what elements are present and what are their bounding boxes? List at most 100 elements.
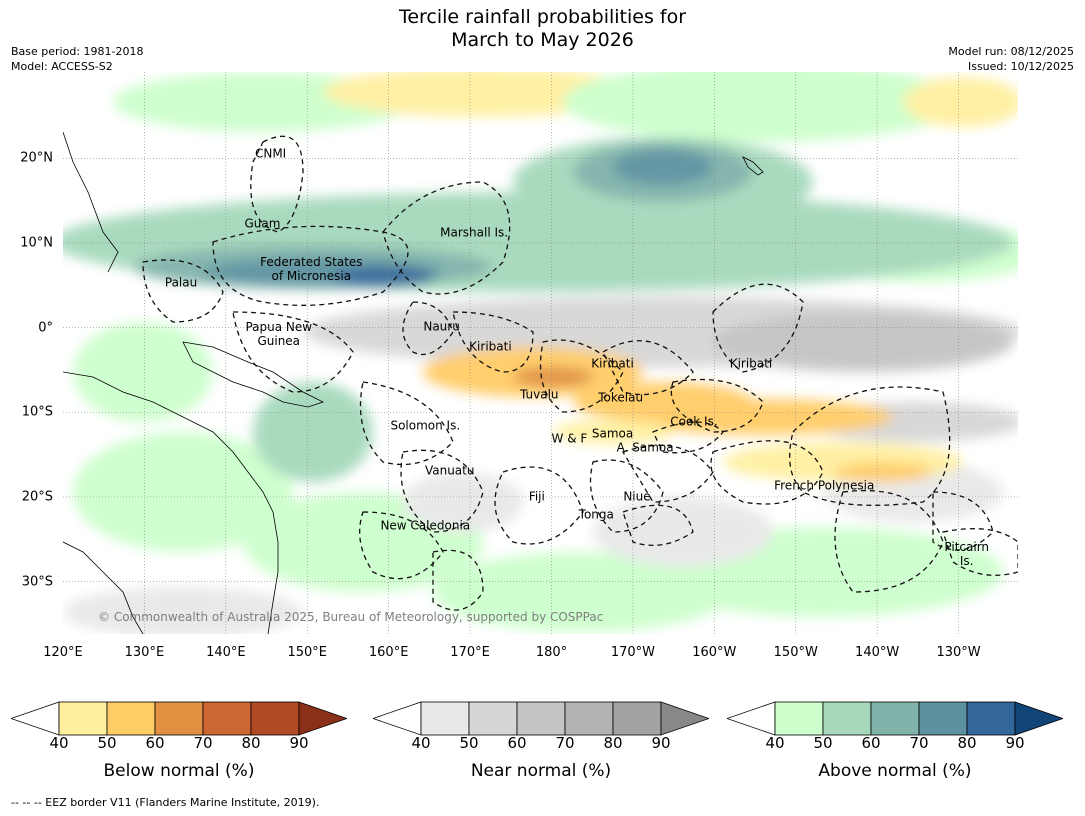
region-label: Tonga	[578, 507, 614, 522]
region-label: Kiribati	[591, 356, 634, 371]
x-tick-label: 160°W	[692, 645, 737, 660]
colorbar-tick-label: 90	[289, 734, 309, 752]
colorbar-tick-label: 40	[765, 734, 785, 752]
x-tick-label: 140°W	[855, 645, 900, 660]
colorbar-segment	[822, 701, 872, 736]
colorbar-segment	[468, 701, 518, 736]
colorbar-1	[373, 701, 709, 736]
y-tick-label: 0°	[38, 320, 53, 336]
colorbar-tick-label: 90	[651, 734, 671, 752]
colorbar-tick-label: 80	[603, 734, 623, 752]
colorbar-tick-label: 50	[97, 734, 117, 752]
colorbar-segment	[202, 701, 252, 736]
y-tick-label: 30°S	[21, 574, 53, 590]
colorbar-over-triangle	[298, 701, 347, 736]
colorbar-under-triangle	[373, 701, 422, 736]
copyright-text: © Commonwealth of Australia 2025, Bureau…	[98, 610, 604, 624]
colorbar-segment	[774, 701, 824, 736]
colorbar-over-triangle	[1014, 701, 1063, 736]
colorbar-tick-label: 50	[459, 734, 479, 752]
region-label: Kiribati	[469, 339, 512, 354]
y-tick-label: 10°N	[20, 235, 53, 251]
region-label: Papua New Guinea	[245, 320, 313, 349]
title-line-1: Tercile rainfall probabilities for	[398, 6, 687, 28]
region-label: French Polynesia	[774, 478, 875, 493]
colorbar-tick-label: 40	[49, 734, 69, 752]
graticule	[63, 72, 1018, 634]
x-tick-label: 140°E	[206, 645, 246, 660]
x-tick-label: 160°E	[368, 645, 409, 660]
region-label: A. Samoa	[616, 440, 674, 455]
colorbar-segment	[516, 701, 566, 736]
region-label: Solomon Is.	[390, 418, 461, 433]
region-label: Fiji	[528, 489, 545, 504]
y-tick-label: 20°S	[21, 489, 53, 505]
colorbar-segment	[966, 701, 1016, 736]
issued-date: Issued: 10/12/2025	[967, 60, 1074, 73]
region-label: Kiribati	[729, 356, 773, 371]
region-label: Niue	[623, 489, 651, 504]
colorbar-tick-label: 90	[1005, 734, 1025, 752]
x-tick-label: 180°	[535, 645, 568, 660]
region-label: Guam	[244, 216, 281, 231]
region-label: Marshall Is.	[440, 225, 509, 240]
region-label: Pitcairn Is.	[944, 540, 990, 569]
colorbar-tick-label: 70	[555, 734, 575, 752]
colorbar-segment	[918, 701, 968, 736]
colorbar-tick-label: 60	[507, 734, 527, 752]
region-label: CNMI	[254, 146, 287, 161]
colorbar-tick-label: 70	[909, 734, 929, 752]
colorbar-title: Above normal (%)	[818, 761, 972, 781]
coastlines	[63, 131, 764, 634]
colorbar-tick-label: 80	[241, 734, 261, 752]
colorbar-over-triangle	[660, 701, 709, 736]
colorbar-title: Near normal (%)	[470, 761, 612, 781]
colorbar-under-triangle	[727, 701, 776, 736]
colorbar-segment	[564, 701, 614, 736]
eez-footnote: -- -- -- EEZ border V11 (Flanders Marine…	[11, 796, 320, 809]
region-label: Cook Is.	[670, 414, 718, 429]
colorbar-tick-label: 60	[145, 734, 165, 752]
region-label: Nauru	[423, 319, 460, 334]
y-tick-label: 10°S	[21, 404, 53, 420]
model-run: Model run: 08/12/2025	[948, 45, 1074, 58]
region-label: Tuvalu	[520, 387, 559, 402]
colorbar-segment	[58, 701, 108, 736]
x-tick-label: 130°W	[936, 645, 981, 660]
base-period: Base period: 1981-2018	[11, 45, 144, 58]
colorbar-segment	[612, 701, 662, 736]
region-label: New Caledonia	[380, 518, 471, 533]
x-tick-label: 150°E	[287, 645, 327, 660]
region-label: Federated States of Micronesia	[260, 255, 363, 284]
x-tick-label: 170°E	[450, 645, 490, 660]
meta-right: Model run: 08/12/2025 Issued: 10/12/2025	[948, 44, 1074, 74]
colorbar-segment	[154, 701, 204, 736]
x-tick-label: 120°E	[43, 645, 83, 660]
map-canvas	[63, 72, 1018, 634]
probability-shading	[63, 72, 1018, 634]
colorbar-tick-label: 50	[813, 734, 833, 752]
meta-left: Base period: 1981-2018 Model: ACCESS-S2	[11, 44, 143, 74]
colorbar-tick-label: 80	[957, 734, 977, 752]
colorbar-segment	[250, 701, 300, 736]
colorbar-0	[11, 701, 347, 736]
colorbar-tick-label: 60	[861, 734, 881, 752]
colorbar-title: Below normal (%)	[103, 761, 255, 781]
title-line-2: March to May 2026	[451, 29, 634, 51]
region-label: W & F	[551, 431, 588, 446]
x-tick-label: 130°E	[124, 645, 165, 660]
eez-borders	[142, 135, 1018, 611]
rainfall-map[interactable]: CNMI Guam Marshall Is. Federated States of M…	[63, 72, 1018, 634]
region-label: Palau	[164, 275, 198, 290]
colorbar-2	[727, 701, 1063, 736]
region-label: Vanuatu	[424, 463, 475, 478]
colorbar-under-triangle	[11, 701, 60, 736]
colorbar-segment	[420, 701, 470, 736]
x-tick-label: 170°W	[610, 645, 655, 660]
x-tick-label: 150°W	[773, 645, 818, 660]
region-label: Samoa	[591, 426, 634, 441]
colorbar-segment	[106, 701, 156, 736]
colorbar-segment	[870, 701, 920, 736]
colorbar-tick-label: 70	[193, 734, 213, 752]
map-title: Tercile rainfall probabilities for March…	[0, 6, 1085, 52]
